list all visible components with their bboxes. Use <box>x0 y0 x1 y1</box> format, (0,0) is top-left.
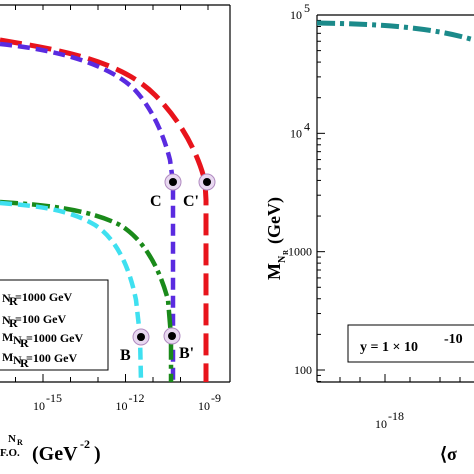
right-y-tick-label: 10 <box>290 126 302 140</box>
left-x-label-units: (GeV <box>32 443 78 465</box>
series-teal-curve <box>316 20 474 43</box>
left-x-tick-exp: -15 <box>46 391 62 405</box>
annotation-exponent: -10 <box>444 332 463 347</box>
legend-entry-3: M N R =1000 GeV <box>2 330 83 350</box>
right-y-tick-label: 100 <box>294 363 312 377</box>
point-C-label: C <box>150 193 162 210</box>
right-y-label-main: M <box>264 263 284 280</box>
legend-entry-4: M N R =100 GeV <box>2 350 77 370</box>
right-x-axis-label: ⟨σ <box>440 444 457 464</box>
legend-entry-4-subsub: R <box>20 356 29 370</box>
annotation-box: y = 1 × 10 -10 <box>347 324 474 363</box>
point-C-marker <box>169 178 177 186</box>
left-x-tick-label: 10 <box>116 399 128 413</box>
point-B-label: B <box>120 347 131 364</box>
annotation-box-frame <box>347 324 474 363</box>
point-B-prime: B' <box>163 327 194 362</box>
left-x-label-sub: N <box>8 433 16 445</box>
legend-entry-3-sub: N <box>13 333 22 347</box>
point-C-prime-marker <box>203 178 211 186</box>
legend-entry-4-prefix: M <box>2 350 13 364</box>
legend-entry-1: N R =1000 GeV <box>2 290 72 308</box>
legend-entry-2: N R =100 GeV <box>2 312 66 330</box>
right-y-tick-label: 10 <box>290 8 302 22</box>
left-x-label-exp: -2 <box>80 437 90 451</box>
left-x-tick-exp: -9 <box>211 391 221 405</box>
left-x-label-close: ) <box>94 443 101 465</box>
left-x-tick-label: 10 <box>198 399 210 413</box>
point-B-marker <box>137 333 145 341</box>
legend-entry-1-sub: N <box>2 291 11 305</box>
point-C-prime-label: C' <box>183 193 199 210</box>
left-x-label-sub2: F.O. <box>0 447 20 459</box>
legend-entry-2-sub: N <box>2 313 11 327</box>
right-y-label-sub: N <box>277 255 288 263</box>
point-B-prime-marker <box>168 332 176 340</box>
right-x-ticks: 10-18 <box>339 374 461 431</box>
legend-entry-3-prefix: M <box>2 330 13 344</box>
right-y-label-subsub: R <box>282 249 290 255</box>
right-x-tick-label: 10 <box>375 417 387 431</box>
legend-entry-2-subsub: R <box>9 316 18 330</box>
annotation-text: y = 1 × 10 <box>360 340 418 355</box>
right-y-tick-exp: 5 <box>304 1 310 15</box>
legend-entry-4-sub: N <box>13 353 22 367</box>
legend-entry-2-text: =100 GeV <box>15 312 66 326</box>
left-x-axis-label: N R F.O. (GeV -2 ) <box>0 433 101 465</box>
legend-box <box>0 279 109 371</box>
right-y-label-units: (GeV) <box>264 197 285 244</box>
series-red-curve <box>0 37 209 382</box>
left-x-tick-label: 10 <box>33 399 45 413</box>
right-y-tick-label: 1000 <box>288 245 312 259</box>
legend-entry-1-subsub: R <box>9 294 18 308</box>
right-y-axis-label: M N R (GeV) <box>264 197 290 280</box>
point-C: C <box>150 173 182 210</box>
legend-entry-1-text: =1000 GeV <box>15 290 72 304</box>
legend: N R =1000 GeV N R =100 GeV M N R =1000 G… <box>0 279 109 371</box>
legend-entry-4-text: =100 GeV <box>26 351 77 365</box>
legend-entry-3-subsub: R <box>20 336 29 350</box>
left-x-tick-exp: -12 <box>129 391 145 405</box>
point-B-prime-label: B' <box>179 345 194 362</box>
left-x-label-subsub: R <box>17 438 23 447</box>
point-B: B <box>120 328 150 364</box>
legend-entry-3-text: =1000 GeV <box>26 331 83 345</box>
point-C-prime: C' <box>183 173 216 210</box>
series-purple-curve <box>0 41 176 382</box>
right-x-tick-exp: -18 <box>388 409 404 423</box>
right-y-tick-exp: 4 <box>304 119 310 133</box>
series-cyan-curve <box>0 200 144 383</box>
